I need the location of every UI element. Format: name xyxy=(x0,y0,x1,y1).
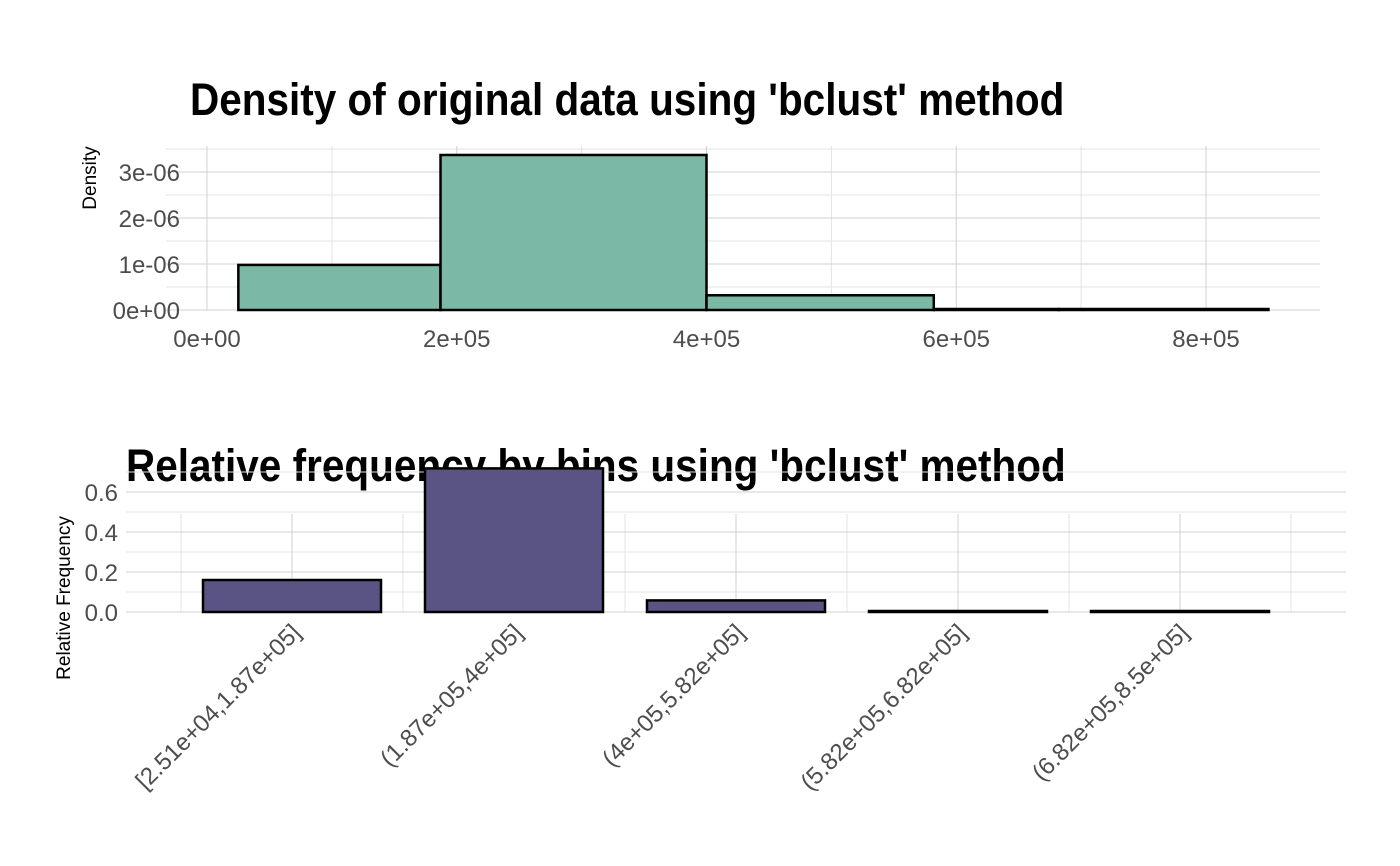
x-category-label: (1.87e+05,4e+05] xyxy=(375,619,528,772)
y-tick-label: 0e+00 xyxy=(113,298,180,325)
histogram-bar-2 xyxy=(439,153,708,312)
histogram-bar-3 xyxy=(705,294,936,312)
x-tick-label: 6e+05 xyxy=(923,326,990,353)
y-tick-label: 1e-06 xyxy=(119,252,180,279)
x-tick-label: 2e+05 xyxy=(423,326,490,353)
x-category-label: (4e+05,5.82e+05] xyxy=(597,619,750,772)
y-tick-label: 0.2 xyxy=(85,560,118,587)
frequency-bar-4 xyxy=(867,609,1049,614)
x-category-label: [2.51e+04,1.87e+05] xyxy=(130,619,306,795)
density-chart-title: Density of original data using 'bclust' … xyxy=(190,74,1065,125)
x-tick-label: 0e+00 xyxy=(173,326,240,353)
y-axis-label: Density xyxy=(80,146,101,210)
x-tick-label: 8e+05 xyxy=(1172,326,1239,353)
x-category-label: (5.82e+05,6.82e+05] xyxy=(796,619,973,796)
y-tick-label: 0.6 xyxy=(85,480,118,507)
x-category-label: (6.82e+05,8.5e+05] xyxy=(1027,619,1194,786)
y-axis-label: Relative Frequency xyxy=(54,516,75,680)
histogram-bar-4 xyxy=(932,307,1060,312)
y-tick-label: 2e-06 xyxy=(119,206,180,233)
frequency-bar-5 xyxy=(1089,609,1271,614)
y-tick-label: 0.0 xyxy=(85,600,118,627)
x-tick-label: 4e+05 xyxy=(673,326,740,353)
y-tick-label: 3e-06 xyxy=(119,160,180,187)
frequency-bar-3 xyxy=(645,599,827,614)
y-tick-label: 0.4 xyxy=(85,520,118,547)
histogram-bar-1 xyxy=(237,263,442,312)
histogram-bar-5 xyxy=(1057,307,1270,312)
frequency-bar-1 xyxy=(201,578,383,614)
frequency-bar-2 xyxy=(423,467,605,614)
